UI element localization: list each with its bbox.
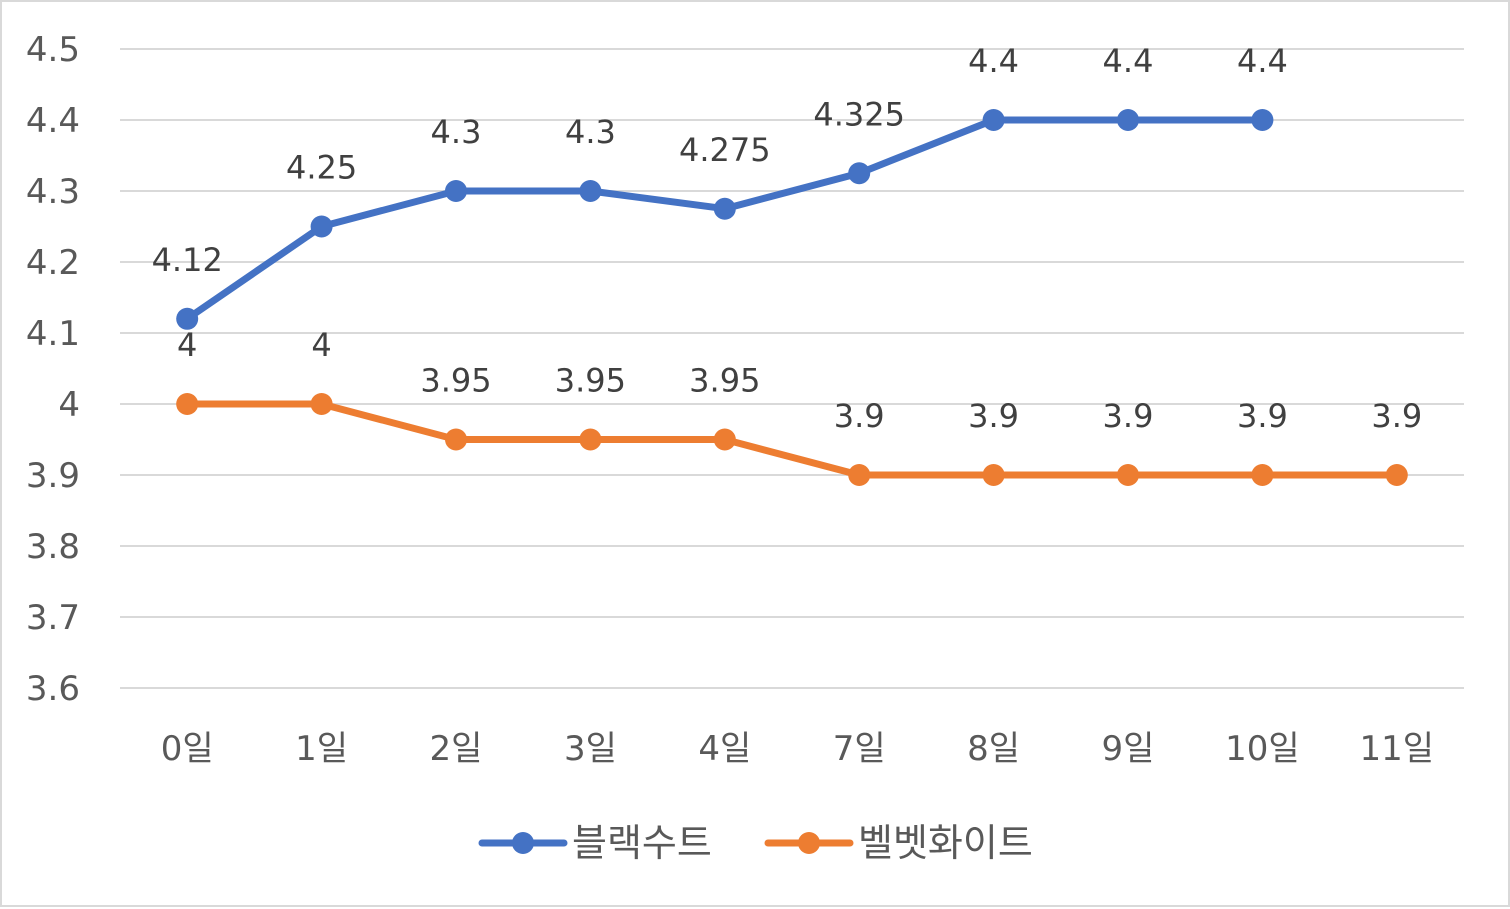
legend-label: 블랙수트 xyxy=(572,821,712,865)
x-tick-label: 7일 xyxy=(833,729,886,769)
data-label: 4.275 xyxy=(679,131,771,169)
data-point xyxy=(713,428,736,451)
series-line-2 xyxy=(183,400,1401,479)
x-tick-label: 8일 xyxy=(967,729,1020,769)
y-tick-label: 3.6 xyxy=(26,669,80,709)
data-labels: 4.12 4.25 4.3 4.3 4.275 4.325 4.4 4.4 4.4 4 4 3.95 3… xyxy=(152,42,1423,435)
data-point xyxy=(713,197,736,220)
data-point xyxy=(1385,464,1408,486)
data-point xyxy=(848,162,871,185)
data-label: 3.9 xyxy=(1371,397,1422,435)
gridlines xyxy=(120,48,1464,689)
y-tick-label: 4 xyxy=(58,385,80,425)
data-point xyxy=(445,180,467,202)
y-tick-label: 4.3 xyxy=(26,172,80,212)
x-tick-label: 11일 xyxy=(1360,729,1435,769)
x-tick-label: 4일 xyxy=(698,729,751,769)
y-tick-label: 3.8 xyxy=(26,527,80,567)
data-label: 4.25 xyxy=(286,149,357,187)
y-axis: 3.6 3.7 3.8 3.9 4 4.1 4.2 4.3 4.4 4.5 xyxy=(26,30,80,709)
data-label: 4 xyxy=(177,326,197,364)
x-tick-label: 2일 xyxy=(430,729,483,769)
data-point xyxy=(579,180,602,202)
x-tick-label: 3일 xyxy=(564,729,617,769)
data-label: 3.95 xyxy=(689,362,760,400)
data-label: 4.325 xyxy=(813,95,905,133)
y-tick-label: 4.2 xyxy=(26,243,80,283)
data-point xyxy=(982,464,1005,486)
data-point xyxy=(176,307,199,330)
y-tick-label: 3.7 xyxy=(26,598,80,638)
y-tick-label: 3.9 xyxy=(26,456,80,496)
data-label: 4 xyxy=(311,326,331,364)
data-label: 4.12 xyxy=(152,241,223,279)
data-label: 3.9 xyxy=(1103,397,1154,435)
data-label: 4.4 xyxy=(1103,42,1154,80)
data-point xyxy=(579,428,602,451)
data-label: 4.3 xyxy=(431,113,482,151)
data-label: 3.95 xyxy=(420,362,491,400)
data-label: 3.9 xyxy=(834,397,885,435)
legend[interactable]: 블랙수트 벨벳화이트 xyxy=(478,821,1033,865)
data-point xyxy=(1117,109,1139,131)
data-point xyxy=(1251,464,1274,486)
data-label: 4.3 xyxy=(565,113,616,151)
data-label: 4.4 xyxy=(968,42,1019,80)
data-label: 3.9 xyxy=(968,397,1019,435)
x-tick-label: 9일 xyxy=(1102,729,1155,769)
series-layer xyxy=(176,109,1408,486)
x-tick-label: 0일 xyxy=(161,729,214,769)
data-point xyxy=(310,393,333,415)
data-label: 4.4 xyxy=(1237,42,1288,80)
data-point xyxy=(445,428,467,451)
data-point xyxy=(848,464,871,486)
y-tick-label: 4.4 xyxy=(26,101,80,141)
y-tick-label: 4.5 xyxy=(26,30,80,70)
legend-item-2[interactable]: 벨벳화이트 xyxy=(764,821,1033,865)
legend-item-1[interactable]: 블랙수트 xyxy=(478,821,712,865)
data-point xyxy=(1251,109,1274,131)
legend-label: 벨벳화이트 xyxy=(858,821,1033,865)
data-point xyxy=(310,215,333,238)
data-point xyxy=(1117,464,1139,486)
x-tick-label: 1일 xyxy=(295,729,348,769)
data-label: 3.9 xyxy=(1237,397,1288,435)
x-axis: 0일 1일 2일 3일 4일 7일 8일 9일 10일 11일 xyxy=(161,729,1434,769)
legend-marker xyxy=(512,832,534,854)
legend-marker xyxy=(798,832,820,854)
data-point xyxy=(176,393,199,415)
data-label: 3.95 xyxy=(555,362,626,400)
x-tick-label: 10일 xyxy=(1225,729,1300,769)
data-point xyxy=(982,109,1005,131)
y-tick-label: 4.1 xyxy=(26,314,80,354)
